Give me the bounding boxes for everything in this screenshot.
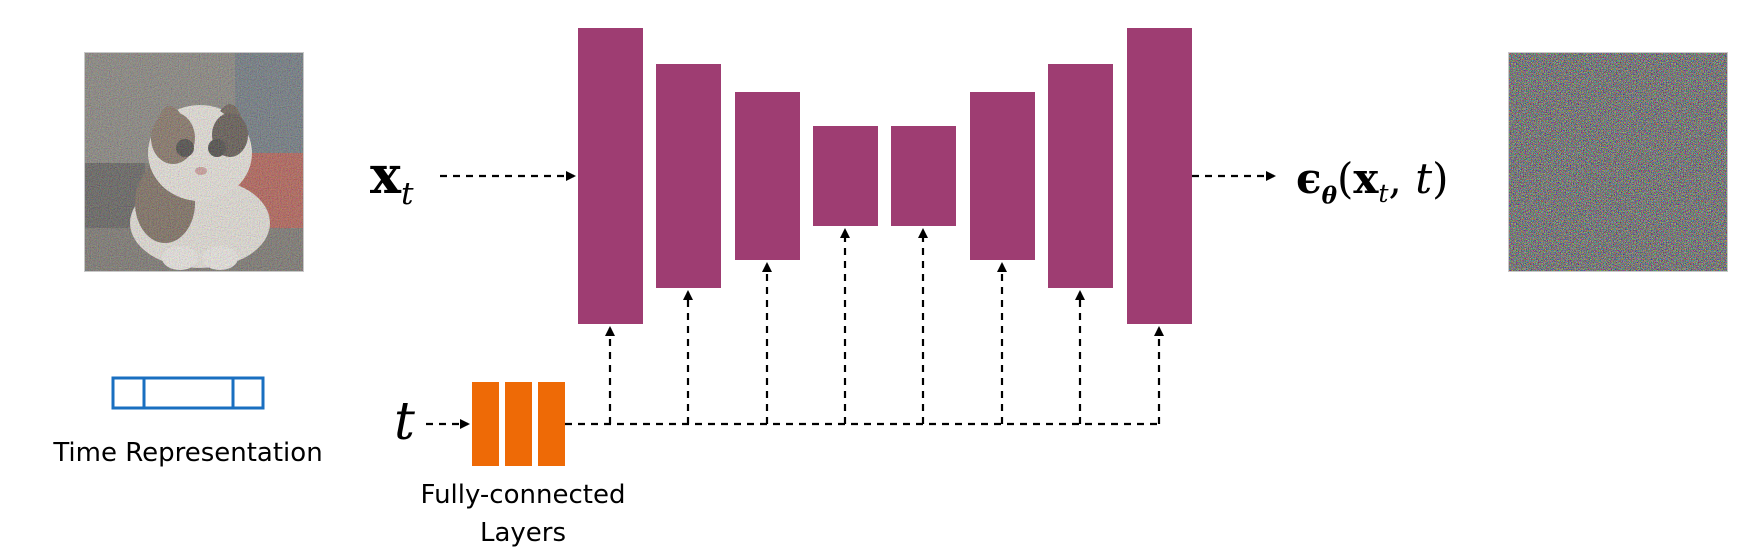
unet-block-encoder-1 [578, 28, 643, 324]
unet-block-decoder-4 [891, 126, 956, 226]
unet-block-encoder-2 [656, 64, 721, 288]
output-epsilon-subscript: θ [1321, 182, 1337, 210]
unet-block-encoder-4 [813, 126, 878, 226]
fc-layer-3 [538, 382, 565, 466]
fc-layers-label: Fully-connected Layers [378, 476, 668, 552]
time-representation-label: Time Representation [53, 438, 323, 468]
fc-layer-1 [472, 382, 499, 466]
input-symbol-subscript: t [401, 175, 414, 212]
output-epsilon: ϵ [1296, 154, 1322, 203]
output-symbol: ϵθ(xt, t) [1296, 158, 1449, 210]
input-symbol-base: x [370, 145, 402, 206]
noisy-input-image [84, 52, 304, 272]
time-symbol: t [394, 392, 415, 452]
output-t: t [1415, 154, 1433, 203]
fc-layers [472, 382, 565, 466]
unet-block-decoder-2 [1048, 64, 1113, 288]
time-representation-vector [111, 376, 265, 410]
output-separator: , [1388, 154, 1416, 203]
dashed-arrows [426, 171, 1276, 429]
output-x-subscript: t [1378, 178, 1389, 208]
output-open-paren: ( [1336, 154, 1354, 203]
fc-layers-label-line2: Layers [479, 518, 567, 548]
fc-layer-2 [505, 382, 532, 466]
output-close-paren: ) [1432, 154, 1449, 203]
unet-block-decoder-1 [1127, 28, 1192, 324]
fc-layers-label-line1: Fully-connected [420, 480, 626, 510]
noise-output-image [1508, 52, 1728, 272]
input-symbol: xt [370, 150, 414, 210]
output-x: x [1353, 154, 1379, 203]
unet-block-encoder-3 [735, 92, 800, 260]
unet-blocks [578, 28, 1192, 324]
unet-block-decoder-3 [970, 92, 1035, 260]
